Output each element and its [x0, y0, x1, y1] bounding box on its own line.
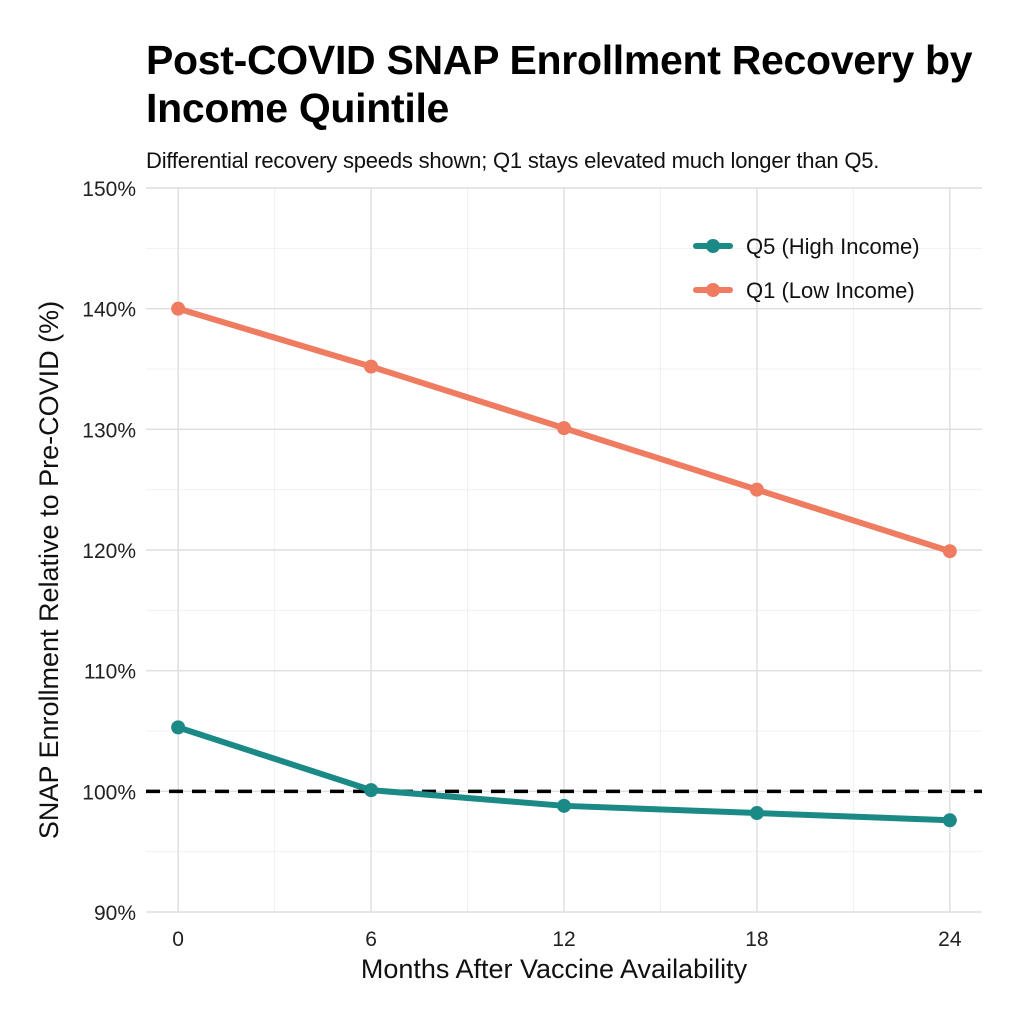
data-point: [749, 806, 764, 821]
data-point: [171, 720, 186, 735]
legend-label: Q5 (High Income): [746, 234, 920, 259]
series-q1: [171, 301, 957, 559]
series-group: [171, 301, 957, 828]
y-tick-label: 140%: [82, 299, 136, 322]
x-tick-label: 6: [365, 928, 377, 951]
y-tick-label: 100%: [82, 781, 136, 804]
data-point: [749, 482, 764, 497]
legend-item-q1: Q1 (Low Income): [693, 278, 915, 303]
y-tick-label: 90%: [94, 902, 136, 925]
data-point: [171, 301, 186, 316]
y-axis-title: SNAP Enrollment Relative to Pre-COVID (%…: [34, 301, 64, 839]
legend-item-q5: Q5 (High Income): [693, 234, 920, 259]
data-point: [942, 813, 957, 828]
axes: 90% 100% 110% 120% 130% 140% 150% 0 6 12 18 24 Month…: [34, 178, 962, 984]
x-tick-label: 24: [938, 928, 962, 951]
x-axis-title: Months After Vaccine Availability: [361, 954, 748, 984]
legend-label: Q1 (Low Income): [746, 278, 915, 303]
y-tick-label: 150%: [82, 178, 136, 201]
x-tick-label: 18: [745, 928, 768, 951]
data-point: [557, 421, 571, 436]
legend-swatch-marker: [706, 283, 720, 297]
legend-swatch-marker: [706, 239, 720, 253]
y-tick-label: 120%: [82, 540, 136, 563]
series-q5: [171, 720, 957, 828]
data-point: [364, 359, 379, 374]
legend: Q5 (High Income) Q1 (Low Income): [693, 234, 920, 303]
data-point: [557, 798, 571, 813]
y-tick-label: 110%: [84, 661, 136, 684]
chart-subtitle: Differential recovery speeds shown; Q1 s…: [146, 148, 880, 173]
data-point: [942, 544, 957, 559]
data-point: [364, 783, 379, 798]
chart-title: Post-COVID SNAP Enrollment Recovery by I…: [146, 37, 973, 131]
x-tick-label: 12: [552, 928, 575, 951]
y-tick-label: 130%: [82, 419, 136, 442]
x-tick-label: 0: [172, 928, 184, 951]
